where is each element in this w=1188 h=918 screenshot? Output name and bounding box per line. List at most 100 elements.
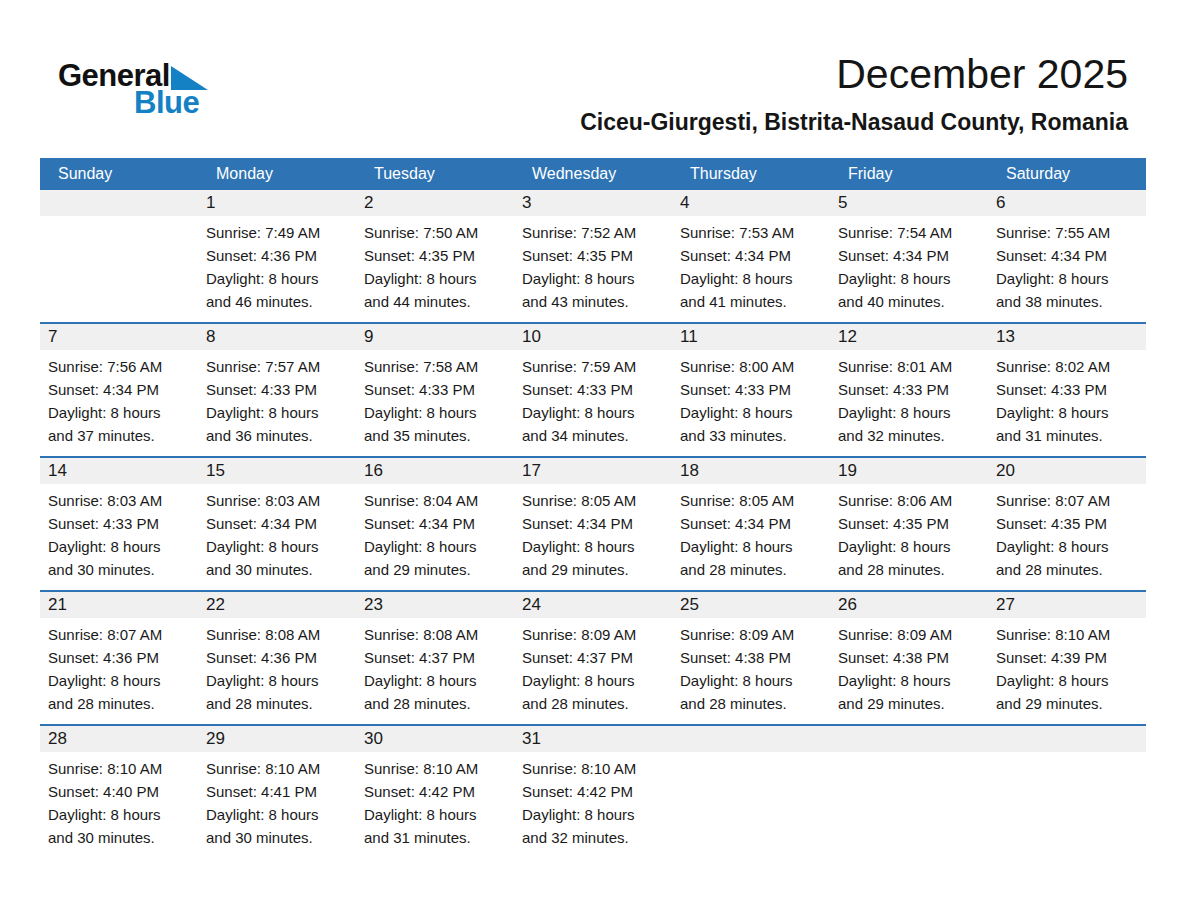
daylight-text: and 29 minutes. xyxy=(522,558,670,581)
sunset-text: Sunset: 4:41 PM xyxy=(206,780,354,803)
day-number: 20 xyxy=(988,458,1146,484)
daylight-text: Daylight: 8 hours xyxy=(838,267,986,290)
day-cell: Sunrise: 8:09 AMSunset: 4:37 PMDaylight:… xyxy=(514,618,672,724)
day-cell: Sunrise: 7:53 AMSunset: 4:34 PMDaylight:… xyxy=(672,216,830,322)
daylight-text: Daylight: 8 hours xyxy=(996,267,1144,290)
sunrise-text: Sunrise: 7:56 AM xyxy=(48,355,196,378)
sunrise-text: Sunrise: 8:04 AM xyxy=(364,489,512,512)
day-number: 4 xyxy=(672,190,830,216)
daylight-text: and 29 minutes. xyxy=(364,558,512,581)
day-number: 8 xyxy=(198,324,356,350)
sunrise-text: Sunrise: 8:10 AM xyxy=(364,757,512,780)
daylight-text: Daylight: 8 hours xyxy=(680,267,828,290)
sunset-text: Sunset: 4:33 PM xyxy=(838,378,986,401)
sunrise-text: Sunrise: 8:00 AM xyxy=(680,355,828,378)
daylight-text: Daylight: 8 hours xyxy=(364,535,512,558)
sunset-text: Sunset: 4:33 PM xyxy=(996,378,1144,401)
day-number-band: 28293031 xyxy=(40,726,1146,752)
daylight-text: and 28 minutes. xyxy=(522,692,670,715)
daylight-text: and 28 minutes. xyxy=(364,692,512,715)
day-number: 9 xyxy=(356,324,514,350)
day-number: 24 xyxy=(514,592,672,618)
day-cell: Sunrise: 8:01 AMSunset: 4:33 PMDaylight:… xyxy=(830,350,988,456)
day-number: 1 xyxy=(198,190,356,216)
day-cell: Sunrise: 8:07 AMSunset: 4:36 PMDaylight:… xyxy=(40,618,198,724)
daylight-text: and 32 minutes. xyxy=(838,424,986,447)
daylight-text: Daylight: 8 hours xyxy=(364,669,512,692)
sunset-text: Sunset: 4:42 PM xyxy=(522,780,670,803)
daylight-text: and 30 minutes. xyxy=(48,826,196,849)
sunset-text: Sunset: 4:36 PM xyxy=(48,646,196,669)
day-cell: Sunrise: 8:10 AMSunset: 4:39 PMDaylight:… xyxy=(988,618,1146,724)
day-detail-row: Sunrise: 8:10 AMSunset: 4:40 PMDaylight:… xyxy=(40,752,1146,858)
page-title: December 2025 xyxy=(580,52,1128,97)
week-row: 14151617181920Sunrise: 8:03 AMSunset: 4:… xyxy=(40,456,1146,590)
day-cell: Sunrise: 8:10 AMSunset: 4:41 PMDaylight:… xyxy=(198,752,356,858)
sunset-text: Sunset: 4:40 PM xyxy=(48,780,196,803)
day-number-band: 123456 xyxy=(40,190,1146,216)
sunset-text: Sunset: 4:34 PM xyxy=(838,244,986,267)
week-row: 21222324252627Sunrise: 8:07 AMSunset: 4:… xyxy=(40,590,1146,724)
sunset-text: Sunset: 4:34 PM xyxy=(48,378,196,401)
day-number: 17 xyxy=(514,458,672,484)
sunrise-text: Sunrise: 8:10 AM xyxy=(48,757,196,780)
empty-day-cell xyxy=(830,752,988,858)
day-number: 21 xyxy=(40,592,198,618)
day-detail-row: Sunrise: 7:56 AMSunset: 4:34 PMDaylight:… xyxy=(40,350,1146,456)
weekday-header-friday: Friday xyxy=(830,158,988,190)
sunrise-text: Sunrise: 8:08 AM xyxy=(364,623,512,646)
day-number: 10 xyxy=(514,324,672,350)
sunrise-text: Sunrise: 7:49 AM xyxy=(206,221,354,244)
empty-day-cell xyxy=(988,752,1146,858)
daylight-text: Daylight: 8 hours xyxy=(206,669,354,692)
daylight-text: Daylight: 8 hours xyxy=(364,401,512,424)
sunset-text: Sunset: 4:42 PM xyxy=(364,780,512,803)
sunrise-text: Sunrise: 7:54 AM xyxy=(838,221,986,244)
day-cell: Sunrise: 8:08 AMSunset: 4:37 PMDaylight:… xyxy=(356,618,514,724)
calendar-weeks: 123456Sunrise: 7:49 AMSunset: 4:36 PMDay… xyxy=(40,190,1146,858)
daylight-text: Daylight: 8 hours xyxy=(522,401,670,424)
day-cell: Sunrise: 8:08 AMSunset: 4:36 PMDaylight:… xyxy=(198,618,356,724)
empty-day-cell xyxy=(672,752,830,858)
daylight-text: Daylight: 8 hours xyxy=(838,669,986,692)
sunset-text: Sunset: 4:35 PM xyxy=(838,512,986,535)
day-cell: Sunrise: 8:05 AMSunset: 4:34 PMDaylight:… xyxy=(514,484,672,590)
title-block: December 2025 Ciceu-Giurgesti, Bistrita-… xyxy=(580,52,1128,136)
day-detail-row: Sunrise: 8:07 AMSunset: 4:36 PMDaylight:… xyxy=(40,618,1146,724)
daylight-text: Daylight: 8 hours xyxy=(680,535,828,558)
empty-day-number xyxy=(988,726,1146,752)
daylight-text: Daylight: 8 hours xyxy=(48,803,196,826)
day-detail-row: Sunrise: 8:03 AMSunset: 4:33 PMDaylight:… xyxy=(40,484,1146,590)
day-number: 26 xyxy=(830,592,988,618)
day-detail-row: Sunrise: 7:49 AMSunset: 4:36 PMDaylight:… xyxy=(40,216,1146,322)
sunrise-text: Sunrise: 8:05 AM xyxy=(522,489,670,512)
day-cell: Sunrise: 8:09 AMSunset: 4:38 PMDaylight:… xyxy=(672,618,830,724)
day-number: 30 xyxy=(356,726,514,752)
week-row: 78910111213Sunrise: 7:56 AMSunset: 4:34 … xyxy=(40,322,1146,456)
daylight-text: and 28 minutes. xyxy=(48,692,196,715)
sunrise-text: Sunrise: 8:01 AM xyxy=(838,355,986,378)
daylight-text: Daylight: 8 hours xyxy=(48,401,196,424)
daylight-text: and 46 minutes. xyxy=(206,290,354,313)
daylight-text: Daylight: 8 hours xyxy=(522,803,670,826)
general-blue-logo: General Blue xyxy=(58,60,208,118)
daylight-text: Daylight: 8 hours xyxy=(522,535,670,558)
day-cell: Sunrise: 8:07 AMSunset: 4:35 PMDaylight:… xyxy=(988,484,1146,590)
daylight-text: Daylight: 8 hours xyxy=(838,535,986,558)
daylight-text: Daylight: 8 hours xyxy=(996,535,1144,558)
day-cell: Sunrise: 7:54 AMSunset: 4:34 PMDaylight:… xyxy=(830,216,988,322)
sunset-text: Sunset: 4:37 PM xyxy=(364,646,512,669)
day-cell: Sunrise: 7:49 AMSunset: 4:36 PMDaylight:… xyxy=(198,216,356,322)
daylight-text: Daylight: 8 hours xyxy=(996,669,1144,692)
daylight-text: Daylight: 8 hours xyxy=(680,669,828,692)
day-number: 6 xyxy=(988,190,1146,216)
sunset-text: Sunset: 4:33 PM xyxy=(522,378,670,401)
day-number: 2 xyxy=(356,190,514,216)
day-cell: Sunrise: 8:05 AMSunset: 4:34 PMDaylight:… xyxy=(672,484,830,590)
week-row: 123456Sunrise: 7:49 AMSunset: 4:36 PMDay… xyxy=(40,190,1146,322)
daylight-text: Daylight: 8 hours xyxy=(996,401,1144,424)
daylight-text: and 29 minutes. xyxy=(996,692,1144,715)
daylight-text: and 43 minutes. xyxy=(522,290,670,313)
day-cell: Sunrise: 7:58 AMSunset: 4:33 PMDaylight:… xyxy=(356,350,514,456)
week-row: 28293031Sunrise: 8:10 AMSunset: 4:40 PMD… xyxy=(40,724,1146,858)
